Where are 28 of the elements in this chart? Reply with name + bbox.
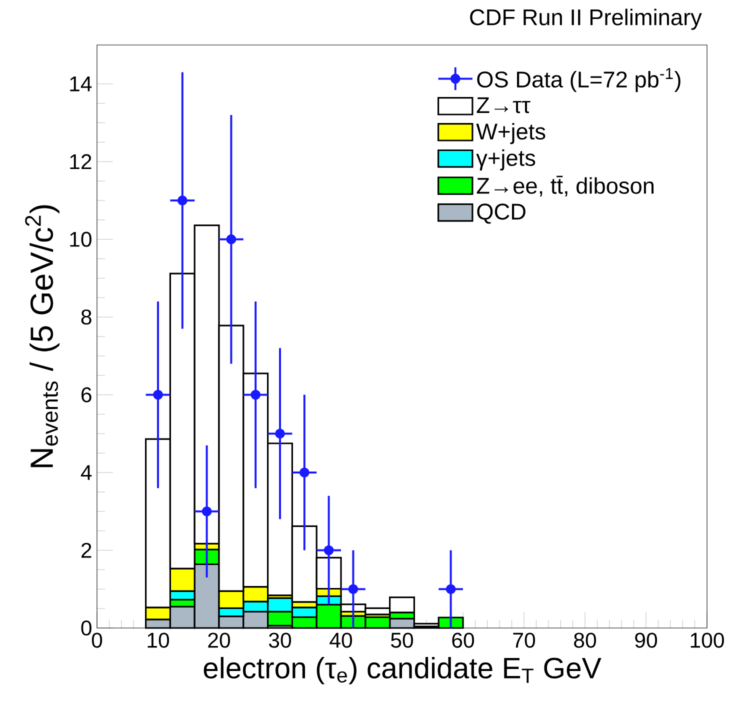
legend-label: W+jets — [476, 122, 546, 144]
y-tick-label: 2 — [81, 542, 92, 558]
chart-title: CDF Run II Preliminary — [470, 8, 702, 30]
legend-label: γ+jets — [476, 149, 536, 171]
y-tick-label: 6 — [82, 387, 92, 402]
y-tick-label: 14 — [70, 76, 92, 92]
legend-label: Z→ττ — [476, 97, 530, 114]
x-tick-label: 0 — [92, 632, 102, 648]
y-tick-label: 10 — [70, 232, 92, 247]
y-tick-label: 12 — [70, 154, 92, 170]
x-tick-label: 100 — [690, 632, 724, 648]
x-tick-label: 50 — [391, 632, 414, 648]
x-axis-title: electron (τ$_{e}$) candidate E$_{T}$ GeV — [204, 656, 602, 684]
x-tick-label: 20 — [208, 632, 230, 648]
x-tick-label: 80 — [574, 632, 596, 648]
y-tick-label: 0 — [81, 620, 92, 636]
x-tick-label: 70 — [513, 632, 536, 648]
y-tick-label: 4 — [80, 465, 92, 480]
y-tick-label: 8 — [81, 310, 92, 325]
x-tick-label: 90 — [635, 632, 658, 648]
x-tick-label: 30 — [268, 632, 292, 648]
legend-label: OS Data (L=72 pb$^{-1}$) — [477, 68, 680, 92]
x-tick-label: 10 — [148, 632, 170, 648]
legend-label: QCD — [477, 204, 526, 224]
legend-label: Z→ee, tt̄, diboson — [476, 176, 654, 197]
x-tick-label: 60 — [452, 632, 474, 648]
x-tick-label: 40 — [330, 632, 352, 648]
y-axis-title: N$_{events}$ / (5 GeV/c$^{2}$) — [25, 205, 60, 468]
